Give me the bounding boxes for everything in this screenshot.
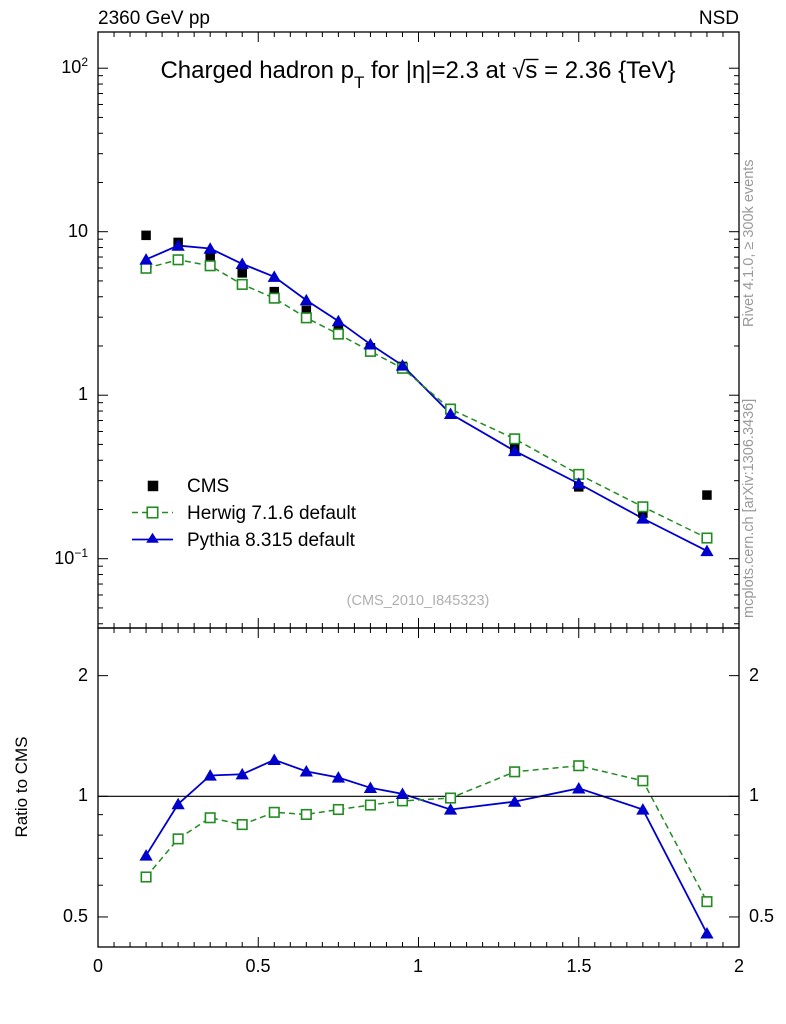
svg-text:NSD: NSD — [699, 8, 739, 29]
svg-text:0.5: 0.5 — [63, 906, 88, 926]
svg-text:1.5: 1.5 — [566, 956, 591, 976]
svg-text:2: 2 — [734, 956, 744, 976]
svg-text:2360 GeV pp: 2360 GeV pp — [98, 8, 210, 29]
svg-text:Herwig 7.1.6 default: Herwig 7.1.6 default — [187, 503, 357, 524]
svg-text:(CMS_2010_I845323): (CMS_2010_I845323) — [347, 593, 490, 609]
svg-text:2: 2 — [78, 665, 88, 685]
svg-text:0: 0 — [93, 956, 103, 976]
svg-text:2: 2 — [749, 665, 759, 685]
svg-text:mcplots.cern.ch [arXiv:1306.34: mcplots.cern.ch [arXiv:1306.3436] — [741, 399, 757, 618]
svg-text:1: 1 — [78, 785, 88, 805]
svg-text:Pythia 8.315 default: Pythia 8.315 default — [187, 530, 356, 551]
svg-text:1: 1 — [78, 384, 88, 404]
svg-text:1: 1 — [413, 956, 423, 976]
svg-text:1: 1 — [749, 785, 759, 805]
svg-text:Ratio to CMS: Ratio to CMS — [12, 736, 31, 837]
svg-text:CMS: CMS — [187, 476, 229, 497]
svg-text:0.5: 0.5 — [749, 906, 774, 926]
svg-text:0.5: 0.5 — [245, 956, 270, 976]
svg-text:Rivet 4.1.0, ≥ 300k events: Rivet 4.1.0, ≥ 300k events — [741, 159, 757, 327]
svg-text:10: 10 — [68, 221, 88, 241]
